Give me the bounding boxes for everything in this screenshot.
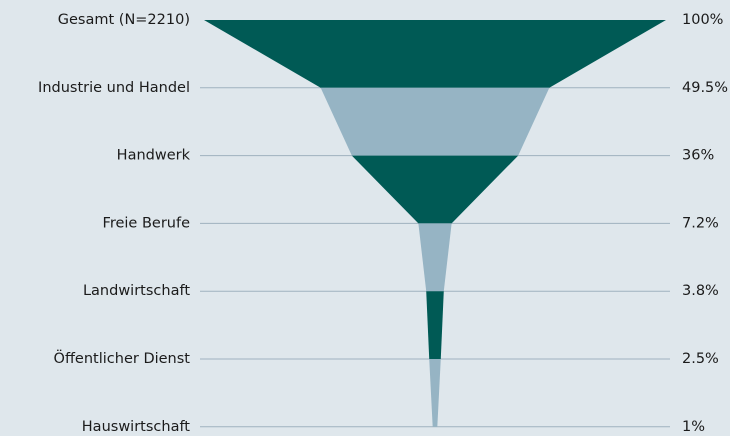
value-label: 2.5% xyxy=(682,351,719,367)
value-label: 7.2% xyxy=(682,215,719,231)
category-label: Gesamt (N=2210) xyxy=(58,12,190,28)
category-label: Landwirtschaft xyxy=(83,283,190,299)
value-label: 49.5% xyxy=(682,80,728,96)
funnel-segment xyxy=(429,359,441,427)
category-label: Freie Berufe xyxy=(103,215,191,231)
category-label: Handwerk xyxy=(117,148,191,164)
funnel-segment xyxy=(320,87,550,156)
category-label: Hauswirtschaft xyxy=(82,419,191,435)
value-label: 3.8% xyxy=(682,283,719,299)
funnel-segment xyxy=(204,20,666,88)
value-label: 100% xyxy=(682,12,723,28)
category-label: Industrie und Handel xyxy=(38,80,190,96)
value-label: 1% xyxy=(682,419,705,435)
funnel-segment xyxy=(351,155,519,224)
value-label: 36% xyxy=(682,148,714,164)
category-label: Öffentlicher Dienst xyxy=(54,349,191,367)
funnel-segment xyxy=(418,223,452,292)
funnel-segment xyxy=(426,291,444,359)
